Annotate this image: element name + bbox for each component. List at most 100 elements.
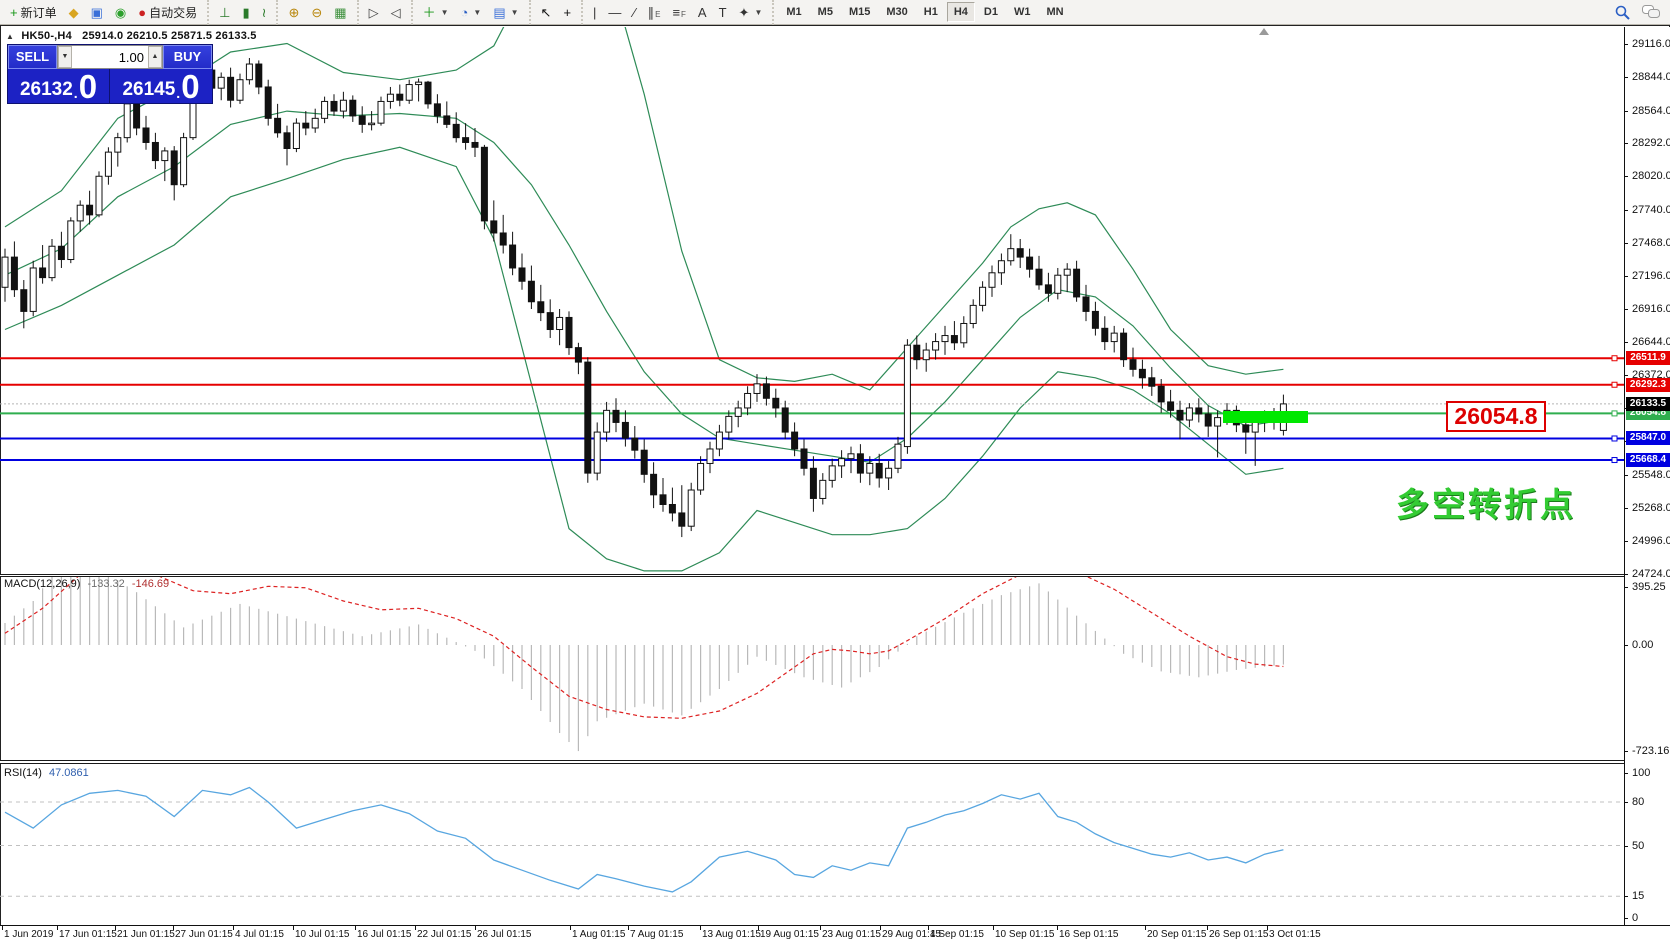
buy-price[interactable]: 26145 . 0 <box>122 68 200 105</box>
chart-shift-icon: ◁ <box>390 4 401 20</box>
autotrading-icon: ● <box>138 4 147 20</box>
profile-icon-icon: ◆ <box>68 4 79 20</box>
buy-button[interactable]: BUY <box>163 45 212 69</box>
date-tick-label: 10 Jul 01:15 <box>295 929 350 940</box>
macd-scale-label: 0.00 <box>1632 639 1654 651</box>
time-axis: 1 Jun 2019 17 Jun 01:15 21 Jun 01:15 27 Jun… <box>0 925 1670 941</box>
text-label-icon: T <box>718 4 727 20</box>
zoom-out-button[interactable]: ⊖ <box>306 3 327 22</box>
autotrading-button[interactable]: ● 自动交易 <box>133 1 202 24</box>
vertical-line-button[interactable]: | <box>588 3 601 22</box>
horizontal-line-button[interactable]: — <box>603 3 626 22</box>
macd-scale-label: -723.16 <box>1632 745 1670 757</box>
price-axis <box>1624 27 1670 925</box>
bar-chart-button[interactable]: ⊥ <box>214 3 235 22</box>
timeframe-w1[interactable]: W1 <box>1013 6 1031 18</box>
equidistant-channel-icon: ∥ <box>647 4 655 20</box>
green-highlight-bar[interactable] <box>1223 411 1308 423</box>
text-button[interactable]: A <box>693 3 712 22</box>
strategy-tester-icon[interactable]: ◉ <box>110 3 131 22</box>
panel-separator[interactable] <box>0 760 1670 764</box>
date-tick-label: 27 Jun 01:15 <box>175 929 233 940</box>
rsi-scale-label: 50 <box>1632 839 1645 852</box>
dropdown-arrow-icon[interactable]: ▼ <box>473 7 482 17</box>
trendline-button[interactable]: ∕ <box>628 3 640 22</box>
vertical-line-icon: | <box>593 4 597 20</box>
timeframe-m15[interactable]: M15 <box>848 6 871 18</box>
price-level-tag: 25847.0 <box>1626 431 1670 446</box>
timeframe-m30[interactable]: M30 <box>886 6 908 18</box>
tile-windows-button[interactable]: ▦ <box>329 3 351 22</box>
sell-button[interactable]: SELL <box>8 45 57 69</box>
terminal-icon[interactable]: ▣ <box>86 3 108 22</box>
toolbar-group: | — ∕ ∥ E ≡ F A T ✦ ▼ <box>581 0 772 25</box>
line-chart-button[interactable]: ≀ <box>257 3 272 22</box>
zoom-out-icon: ⊖ <box>311 4 323 20</box>
candlestick-chart-icon: ▮ <box>242 4 250 20</box>
timeframe-m1[interactable]: M1 <box>786 6 802 18</box>
text-icon: A <box>697 4 707 20</box>
date-tick-label: 20 Sep 01:15 <box>1147 929 1207 940</box>
toolbar-group: + 新订单 ◆ ▣ ◉ ● 自动交易 <box>0 0 207 25</box>
text-label-button[interactable]: T <box>714 3 732 22</box>
rsi-scale-label: 15 <box>1632 890 1645 903</box>
date-tick-label: 4 Jul 01:15 <box>235 929 284 940</box>
new-order-button[interactable]: + 新订单 <box>5 1 62 24</box>
chart-shift-button[interactable]: ◁ <box>386 3 406 22</box>
bar-chart-icon: ⊥ <box>219 4 231 20</box>
zoom-in-icon: ⊕ <box>288 4 300 20</box>
equidistant-channel-button[interactable]: ∥ E <box>643 3 666 22</box>
symbol-period-label: HK50-,H4 <box>21 30 72 42</box>
chart-shift-marker[interactable] <box>1259 28 1269 35</box>
dropdown-arrow-icon[interactable]: ▼ <box>510 7 519 17</box>
timeframe-h4[interactable]: H4 <box>946 2 975 22</box>
one-click-trading-panel: SELL ▼ ▲ BUY 26132 . 0 26145 . 0 <box>7 44 213 104</box>
date-tick-label: 16 Sep 01:15 <box>1059 929 1119 940</box>
cursor-button[interactable]: ↖ <box>536 3 557 22</box>
timeframe-m5[interactable]: M5 <box>817 6 833 18</box>
timeframe-d1[interactable]: D1 <box>983 6 998 18</box>
macd-label: MACD(12,26,9) -133.32 -146.69 <box>4 578 170 590</box>
zoom-in-button[interactable]: ⊕ <box>283 3 304 22</box>
one-click-toggle-icon[interactable]: ▲ <box>6 32 15 41</box>
arrows-icon: ✦ <box>738 4 750 20</box>
date-tick-label: 16 Jul 01:15 <box>357 929 412 940</box>
price-tick-label: 25548.0 <box>1632 468 1670 481</box>
macd-panel <box>4 577 1285 752</box>
price-annotation-box[interactable]: 26054.8 <box>1446 401 1546 432</box>
arrows-button[interactable]: ✦ ▼ <box>734 3 768 22</box>
main-toolbar: + 新订单 ◆ ▣ ◉ ● 自动交易 ⊥ ▮ ≀ ⊕ ⊖ ▦ ▷ ◁ ＋ ▼ ◔ ▼ ▤ ▼ ↖ + | — ∕ ∥ E ≡ F A T ✦ ▼ … <box>0 0 1670 25</box>
sell-price[interactable]: 26132 . 0 <box>8 69 110 103</box>
timeframe-mn[interactable]: MN <box>1046 6 1064 18</box>
auto-scroll-button[interactable]: ▷ <box>364 3 384 22</box>
date-tick-label: 23 Aug 01:15 <box>822 929 881 940</box>
date-tick-label: 29 Aug 01:15 <box>882 929 941 940</box>
profile-icon[interactable]: ◆ <box>64 3 84 22</box>
timeframe-h1[interactable]: H1 <box>923 6 938 18</box>
fibonacci-button[interactable]: ≡ F <box>667 3 690 22</box>
turning-point-note[interactable]: 多空转折点 <box>1396 486 1576 523</box>
dropdown-arrow-icon[interactable]: ▼ <box>754 7 763 17</box>
templates-button[interactable]: ▤ ▼ <box>488 3 523 22</box>
chart-window <box>0 25 1670 941</box>
candlestick-chart-button[interactable]: ▮ <box>237 3 254 22</box>
crosshair-button[interactable]: + <box>558 3 576 22</box>
toolbar-group: ⊥ ▮ ≀ <box>207 0 276 25</box>
price-tick-label: 26644.0 <box>1632 336 1670 349</box>
date-tick-label: 10 Sep 01:15 <box>995 929 1055 940</box>
rsi-scale-label: 80 <box>1632 796 1645 808</box>
periods-button[interactable]: ◔ ▼ <box>456 3 487 22</box>
autotrading-button-label: 自动交易 <box>149 5 198 20</box>
dropdown-arrow-icon[interactable]: ▼ <box>440 7 449 17</box>
price-tick-label: 29116.0 <box>1632 38 1670 50</box>
search-icon[interactable] <box>1615 5 1630 20</box>
volume-decrease-button[interactable]: ▼ <box>58 46 72 68</box>
panel-separator[interactable] <box>0 574 1670 577</box>
chat-icon[interactable] <box>1642 5 1660 19</box>
price-level-tag: 26292.3 <box>1626 377 1670 392</box>
indicators-button[interactable]: ＋ ▼ <box>418 3 454 22</box>
volume-increase-button[interactable]: ▲ <box>148 46 162 68</box>
volume-input[interactable] <box>72 46 148 68</box>
rsi-scale-label: 100 <box>1632 767 1651 779</box>
trendline-icon: ∕ <box>633 4 636 20</box>
